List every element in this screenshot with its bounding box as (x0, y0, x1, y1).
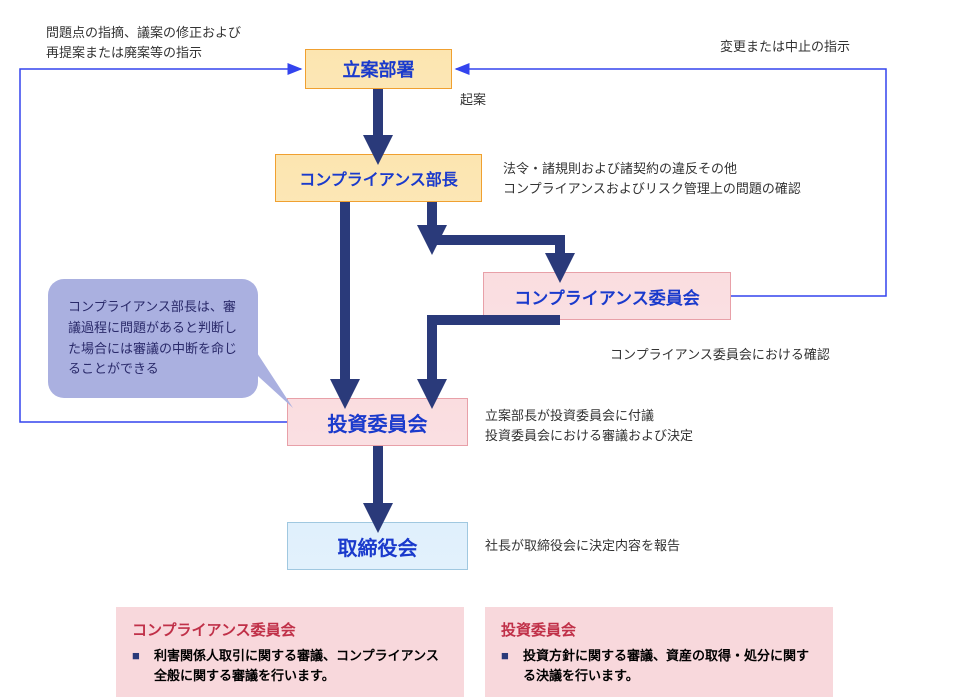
node-board: 取締役会 (287, 522, 468, 570)
label-change-stop: 変更または中止の指示 (720, 37, 850, 57)
desc-title: 投資委員会 (501, 619, 817, 640)
label-committee-check: コンプライアンス委員会における確認 (610, 345, 830, 365)
desc-title: コンプライアンス委員会 (132, 619, 448, 640)
callout-interrupt: コンプライアンス部長は、審議過程に問題があると判断した場合には審議の中断を命じる… (48, 279, 258, 398)
desc-body: 投資方針に関する審議、資産の取得・処分に関する決議を行います。 (501, 646, 817, 685)
label-draft: 起案 (460, 90, 486, 110)
node-investment-committee: 投資委員会 (287, 398, 468, 446)
node-label: 投資委員会 (328, 408, 428, 437)
label-feedback: 問題点の指摘、議案の修正および再提案または廃案等の指示 (46, 23, 241, 62)
desc-body: 利害関係人取引に関する審議、コンプライアンス全般に関する審議を行います。 (132, 646, 448, 685)
label-investment-review: 立案部長が投資委員会に付議投資委員会における審議および決定 (485, 406, 693, 445)
node-label: 立案部署 (343, 56, 415, 82)
node-label: コンプライアンス委員会 (514, 284, 699, 309)
node-compliance-committee: コンプライアンス委員会 (483, 272, 731, 320)
label-board-report: 社長が取締役会に決定内容を報告 (485, 536, 680, 556)
label-compliance-check: 法令・諸規則および諸契約の違反その他コンプライアンスおよびリスク管理上の問題の確… (503, 159, 801, 198)
node-label: コンプライアンス部長 (299, 166, 458, 190)
node-compliance-chief: コンプライアンス部長 (275, 154, 482, 202)
desc-investment: 投資委員会 投資方針に関する審議、資産の取得・処分に関する決議を行います。 (485, 607, 833, 697)
node-planning-dept: 立案部署 (305, 49, 452, 89)
node-label: 取締役会 (338, 532, 418, 561)
desc-compliance: コンプライアンス委員会 利害関係人取引に関する審議、コンプライアンス全般に関する… (116, 607, 464, 697)
